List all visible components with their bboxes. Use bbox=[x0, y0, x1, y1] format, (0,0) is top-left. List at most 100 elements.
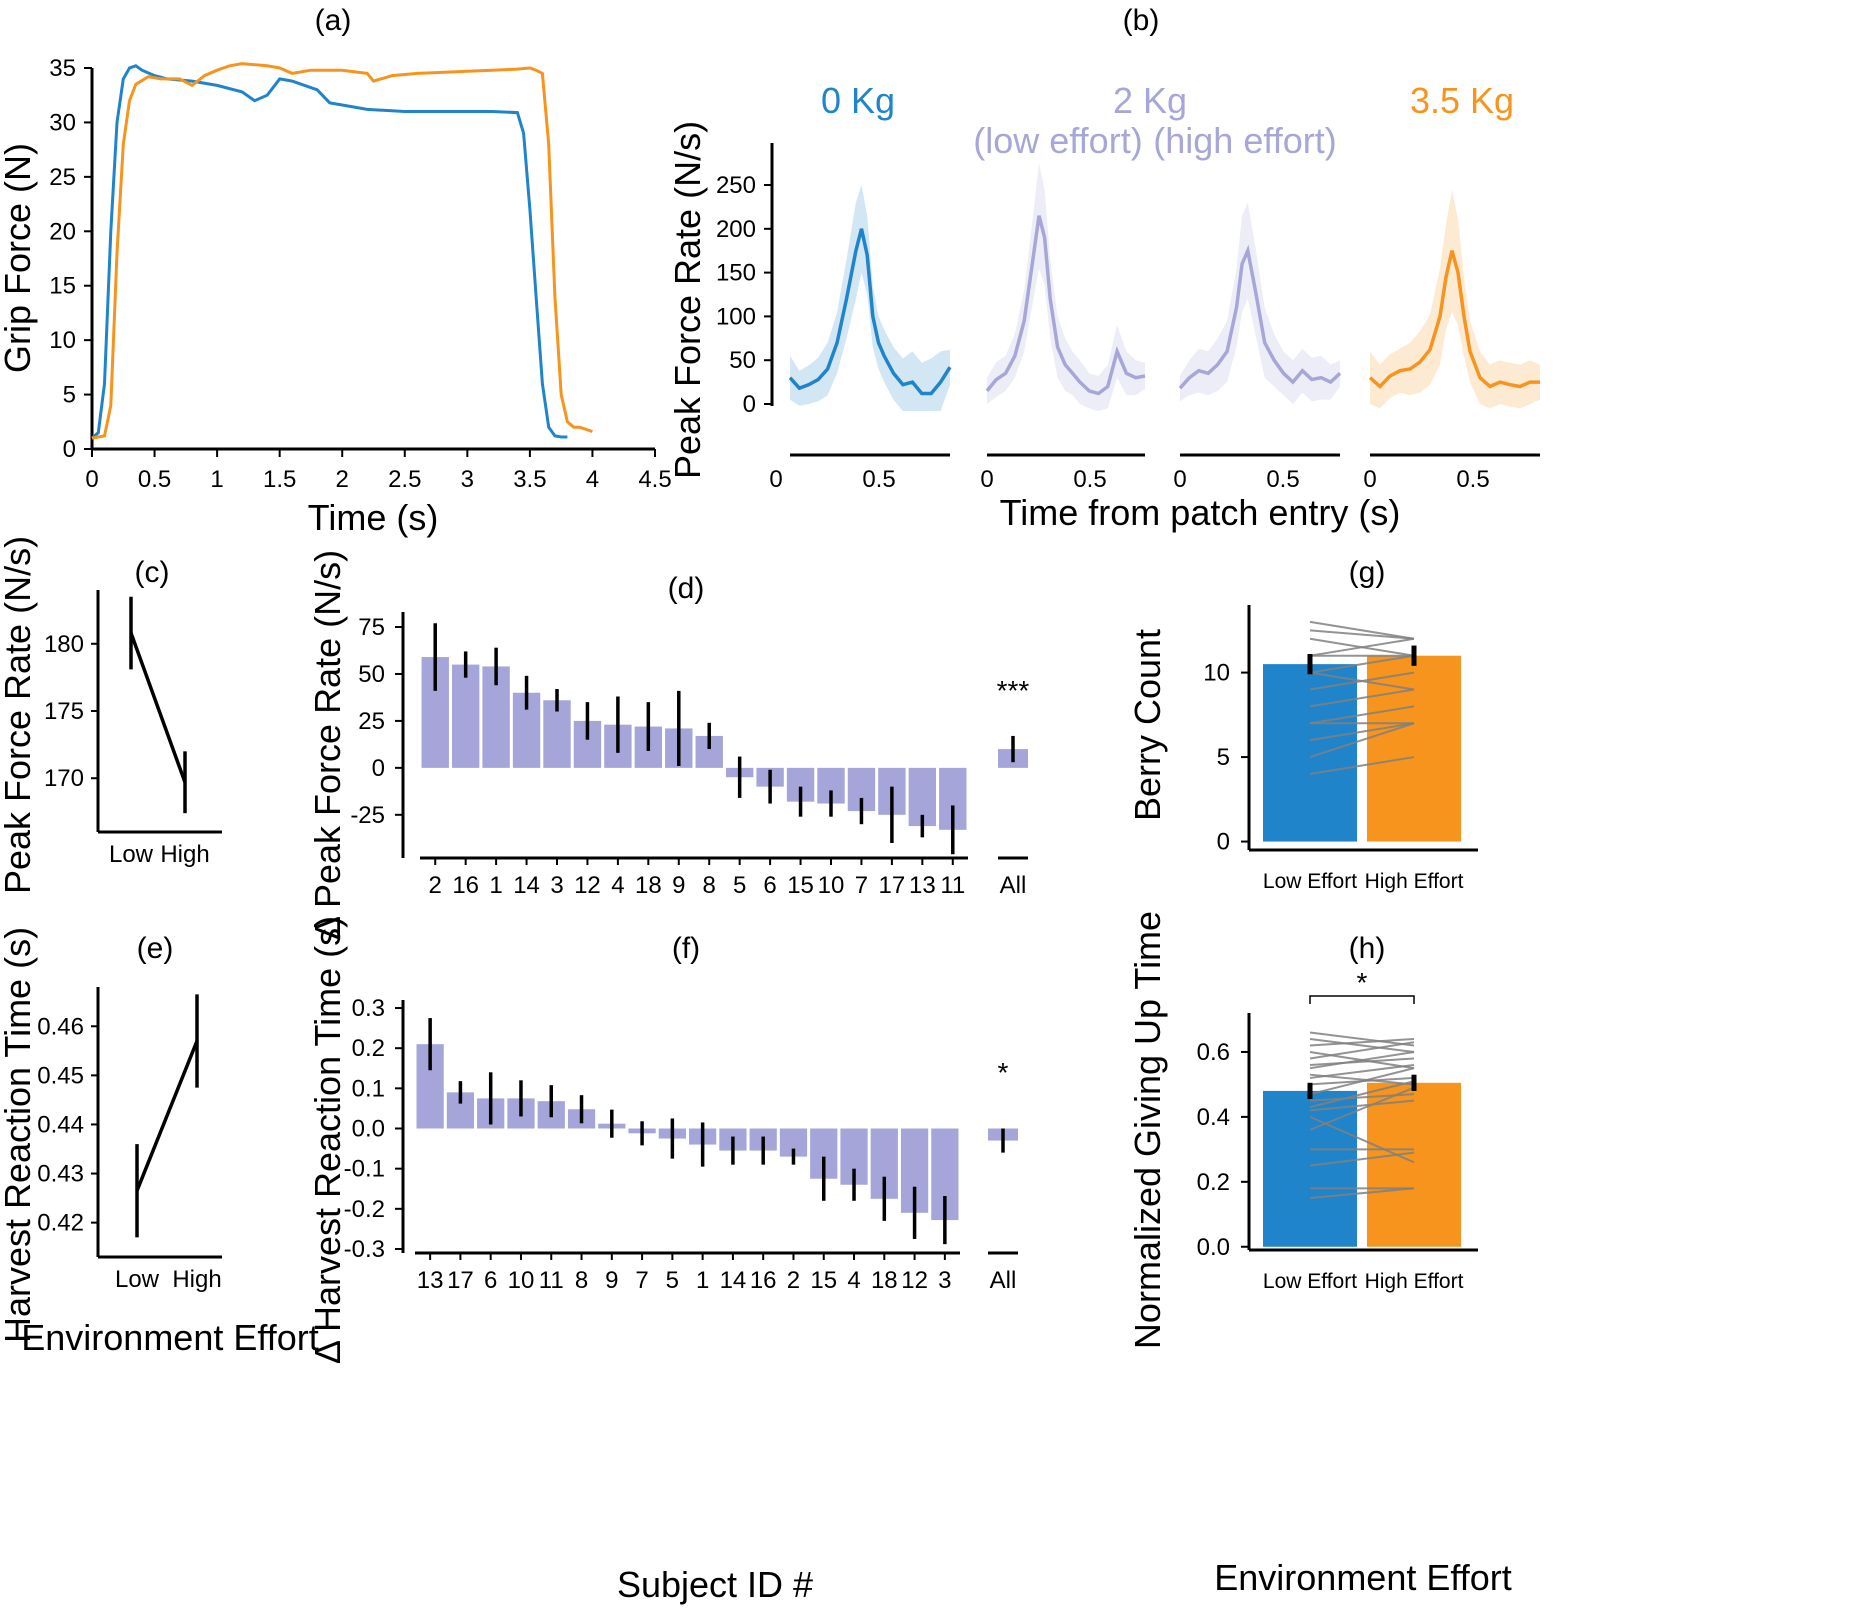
h-y-tick-label: 0.2 bbox=[1197, 1169, 1230, 1196]
d-x-tick-label: 7 bbox=[855, 872, 868, 899]
a-y-tick-label: 20 bbox=[49, 218, 76, 245]
f-x-tick-label: 14 bbox=[720, 1267, 747, 1294]
h-significance-marker: * bbox=[1357, 967, 1368, 998]
a-x-tick-label: 4.5 bbox=[638, 466, 671, 493]
d-x-tick-label: 16 bbox=[452, 872, 479, 899]
h-subject-line bbox=[1309, 1037, 1415, 1047]
d-y-tick-label: 25 bbox=[358, 708, 385, 735]
a-x-tick-label: 2.5 bbox=[388, 466, 421, 493]
f-y-tick-label: 0.1 bbox=[352, 1075, 385, 1102]
b-subplot-title-0: 0 Kg bbox=[821, 80, 895, 121]
g-subject-line bbox=[1309, 637, 1415, 657]
f-x-tick-label: 1 bbox=[696, 1267, 709, 1294]
f-y-tick-label: -0.2 bbox=[344, 1196, 385, 1223]
f-x-tick-label: 9 bbox=[605, 1267, 618, 1294]
a-y-tick-label: 10 bbox=[49, 327, 76, 354]
h-x-axis-label: Environment Effort bbox=[1214, 1557, 1511, 1598]
b-x-tick-label: 0 bbox=[769, 466, 782, 493]
a-y-tick-label: 25 bbox=[49, 164, 76, 191]
d-x-tick-label: 11 bbox=[940, 872, 965, 899]
c-y-axis-label: Peak Force Rate (N/s) bbox=[0, 536, 38, 894]
c-x-tick-label: High bbox=[160, 841, 209, 868]
f-x-tick-label: 2 bbox=[787, 1267, 800, 1294]
b-x-tick-label: 0 bbox=[1173, 466, 1186, 493]
g-subject-line bbox=[1309, 705, 1415, 725]
g-subject-line bbox=[1309, 722, 1415, 759]
c-y-tick-label: 170 bbox=[44, 765, 84, 792]
a-y-tick-label: 35 bbox=[49, 55, 76, 82]
h-subject-line bbox=[1309, 1057, 1415, 1066]
g-subject-line bbox=[1309, 722, 1415, 742]
h-subject-line bbox=[1309, 1151, 1415, 1167]
a-y-tick-label: 15 bbox=[49, 273, 76, 300]
e-x-tick-label: Low bbox=[115, 1266, 160, 1293]
f-x-tick-label: 6 bbox=[484, 1267, 497, 1294]
d-significance-marker: *** bbox=[997, 675, 1030, 706]
d-x-tick-label: 9 bbox=[672, 872, 685, 899]
g-subject-line bbox=[1309, 688, 1415, 708]
b-subplot-subtitle-2: (high effort) bbox=[1153, 120, 1336, 161]
d-x-tick-label: 4 bbox=[611, 872, 624, 899]
h-y-tick-label: 0.0 bbox=[1197, 1234, 1230, 1261]
d-y-axis-label: Δ Peak Force Rate (N/s) bbox=[307, 550, 348, 940]
panel-label-d: (d) bbox=[668, 572, 705, 605]
h-subject-line bbox=[1309, 1063, 1415, 1079]
b-x-tick-label: 0 bbox=[1363, 466, 1376, 493]
d-y-tick-label: 0 bbox=[372, 755, 385, 782]
a-x-tick-label: 0 bbox=[85, 466, 98, 493]
f-y-tick-label: -0.3 bbox=[344, 1236, 385, 1263]
h-y-axis-label: Normalized Giving Up Time bbox=[1127, 911, 1168, 1349]
b-mean-line-2 bbox=[1178, 244, 1342, 390]
b-mean-line-1 bbox=[985, 215, 1146, 396]
a-x-tick-label: 4 bbox=[586, 466, 599, 493]
d-y-tick-label: 50 bbox=[358, 661, 385, 688]
panel-label-b: (b) bbox=[1123, 4, 1160, 37]
d-bar-subject-16 bbox=[451, 664, 480, 768]
h-bar-low-effort bbox=[1263, 1090, 1357, 1247]
a-y-axis-label: Grip Force (N) bbox=[0, 143, 38, 373]
g-y-tick-label: 10 bbox=[1203, 660, 1230, 687]
f-x-tick-label: 17 bbox=[447, 1267, 474, 1294]
a-y-tick-label: 30 bbox=[49, 109, 76, 136]
h-subject-line bbox=[1309, 1099, 1415, 1112]
a-x-axis-label: Time (s) bbox=[308, 497, 439, 538]
a-series-line-blue bbox=[91, 64, 568, 440]
g-bar-low-effort bbox=[1263, 664, 1357, 842]
panel-label-c: (c) bbox=[135, 556, 170, 589]
f-significance-marker: * bbox=[998, 1057, 1009, 1088]
e-mean-line bbox=[135, 1040, 199, 1192]
d-x-tick-label-all: All bbox=[1000, 872, 1027, 899]
b-subplot-title-3: 3.5 Kg bbox=[1410, 80, 1514, 121]
a-x-tick-label: 1 bbox=[210, 466, 223, 493]
b-x-tick-label: 0 bbox=[980, 466, 993, 493]
f-x-tick-label: 10 bbox=[508, 1267, 535, 1294]
h-subject-line bbox=[1309, 1050, 1415, 1070]
f-y-tick-label: 0.3 bbox=[352, 995, 385, 1022]
b-subplot-title-1: 2 Kg bbox=[1113, 80, 1187, 121]
b-mean-line-0 bbox=[788, 228, 952, 396]
g-subject-line bbox=[1309, 654, 1415, 674]
c-y-tick-label: 175 bbox=[44, 698, 84, 725]
panel-label-g: (g) bbox=[1349, 556, 1386, 589]
d-y-tick-label: -25 bbox=[350, 802, 385, 829]
f-x-tick-label: 8 bbox=[575, 1267, 588, 1294]
f-x-tick-label-all: All bbox=[990, 1267, 1017, 1294]
g-x-tick-label: Low Effort bbox=[1263, 870, 1357, 893]
e-x-tick-label: High bbox=[172, 1266, 221, 1293]
e-x-axis-label: Environment Effort bbox=[21, 1317, 318, 1358]
b-x-tick-label: 0.5 bbox=[862, 466, 895, 493]
g-subject-line bbox=[1309, 629, 1415, 640]
e-y-tick-label: 0.45 bbox=[37, 1062, 84, 1089]
f-x-tick-label: 4 bbox=[847, 1267, 860, 1294]
d-x-tick-label: 12 bbox=[574, 872, 601, 899]
g-subject-line bbox=[1309, 756, 1415, 775]
a-series-line-orange bbox=[91, 62, 593, 440]
h-subject-line bbox=[1309, 1031, 1415, 1047]
b-y-axis-label: Peak Force Rate (N/s) bbox=[667, 121, 708, 479]
a-x-tick-label: 1.5 bbox=[263, 466, 296, 493]
g-bar-high-effort bbox=[1367, 655, 1461, 842]
f-x-tick-label: 16 bbox=[750, 1267, 777, 1294]
g-y-axis-label: Berry Count bbox=[1127, 629, 1168, 821]
b-x-axis-label: Time from patch entry (s) bbox=[1000, 492, 1401, 533]
